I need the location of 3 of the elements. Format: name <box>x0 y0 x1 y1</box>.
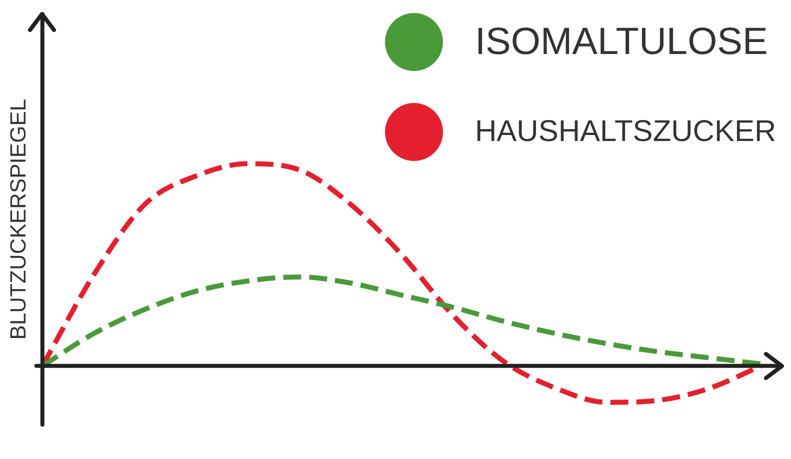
y-axis-title: BLUTZUCKERSPIEGEL <box>5 98 30 340</box>
legend-label: ISOMALTULOSE <box>475 20 768 64</box>
legend-label: HAUSHALTSZUCKER <box>475 115 776 149</box>
